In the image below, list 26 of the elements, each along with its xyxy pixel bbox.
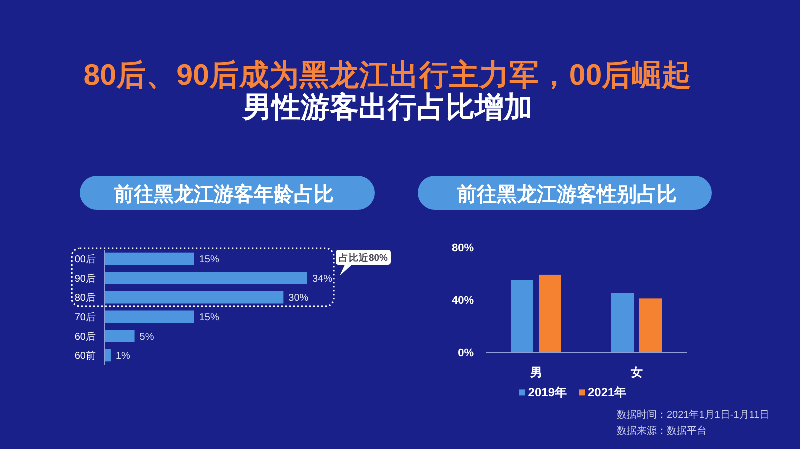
tick-label: 40%	[452, 295, 474, 307]
value-label: 5%	[140, 332, 154, 343]
category: 女	[630, 366, 643, 380]
category: 70后	[74, 312, 96, 324]
category: 60后	[74, 332, 96, 343]
note: 数据来源：数据平台	[617, 426, 707, 437]
value-label: 1%	[116, 351, 130, 362]
category: 90后	[74, 274, 96, 285]
panel-title: 前往黑龙江游客年龄占比	[114, 184, 334, 206]
tick-label: 0%	[458, 348, 474, 360]
legend-item: 2021年	[588, 386, 627, 400]
value-label: 30%	[288, 293, 309, 304]
subtitle: 男性游客出行占比增加	[243, 92, 533, 124]
value-label: 15%	[199, 312, 220, 324]
annotation: 占比近80%	[339, 253, 388, 264]
value-label: 15%	[199, 254, 220, 266]
tick-label: 80%	[452, 242, 474, 254]
category: 60前	[74, 351, 96, 362]
category: 80后	[74, 293, 96, 304]
value-label: 34%	[312, 274, 333, 285]
note: 数据时间：2021年1月1日-1月11日	[617, 410, 770, 421]
legend-item: 2019年	[528, 386, 567, 400]
panel-title: 前往黑龙江游客性别占比	[457, 184, 677, 206]
category: 男	[530, 366, 542, 380]
category: 00后	[74, 254, 96, 266]
title: 80后、90后成为黑龙江出行主力军，00后崛起	[84, 59, 692, 92]
